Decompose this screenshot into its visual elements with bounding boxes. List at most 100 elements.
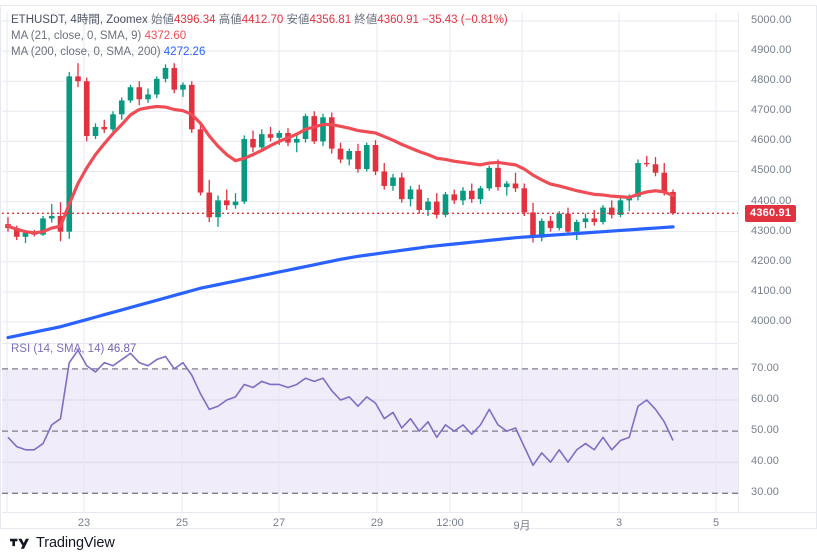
candle-body — [197, 129, 204, 193]
candle-body — [477, 188, 484, 200]
candle-body — [241, 138, 248, 202]
candle-body — [486, 167, 493, 189]
time-tick-label: 29 — [370, 517, 384, 529]
candle-body — [328, 117, 335, 149]
candle-body — [302, 116, 309, 139]
candle-body — [346, 151, 353, 160]
candle-body — [40, 218, 46, 235]
rsi-plot — [2, 344, 738, 512]
price-tick-label: 4700.00 — [751, 104, 792, 117]
rsi-pane[interactable] — [2, 344, 738, 512]
chart-panes: 4360.91 5000.00 4900.00 4800.00 4700.00 4600… — [2, 12, 817, 534]
candle-body — [460, 190, 466, 201]
tradingview-wordmark: TradingView — [36, 535, 115, 551]
price-pane[interactable] — [2, 12, 738, 343]
candle-body — [600, 207, 606, 223]
price-tick-label: 4400.00 — [751, 194, 792, 207]
price-tick-label: 4300.00 — [751, 224, 792, 237]
candle-body — [320, 117, 326, 142]
price-axis[interactable]: 4360.91 5000.00 4900.00 4800.00 4700.00 4600… — [738, 12, 817, 343]
candle-body — [136, 87, 143, 100]
ohlc-value: 4360.91 — [377, 14, 419, 26]
candle-body — [250, 138, 256, 148]
candle-body — [556, 213, 563, 229]
rsi-tick-label: 50.00 — [751, 424, 780, 437]
candle-body — [381, 171, 388, 186]
ohlc-key: 高値 — [215, 14, 242, 26]
symbol-ohlc-row[interactable]: ETHUSDT, 4時間, Zoomex 始値4396.34 高値4412.70… — [11, 13, 508, 28]
candle-body — [608, 207, 615, 215]
ohlc-item: 高値4412.70 — [216, 14, 284, 26]
ma-fast-label: MA (21, close, 0, SMA, 9) — [11, 30, 142, 42]
candle-body — [83, 81, 90, 136]
current-price-tag: 4360.91 — [745, 205, 797, 223]
candle-body — [538, 220, 545, 238]
candle-body — [643, 163, 650, 165]
rsi-tick-label: 70.00 — [751, 361, 780, 374]
candle-body — [530, 212, 536, 238]
ohlc-key: 終値 — [351, 14, 378, 26]
candle-body — [75, 76, 81, 82]
candle-body — [223, 200, 230, 206]
rsi-tick-label: 60.00 — [751, 393, 780, 405]
ma-slow-line — [6, 225, 675, 340]
candle-body — [215, 200, 221, 218]
candle-body — [670, 191, 676, 214]
ohlc-key: 安値 — [283, 14, 310, 26]
candle-body — [127, 87, 134, 101]
ma-slow-value: 4272.26 — [163, 46, 206, 58]
ma-fast-row[interactable]: MA (21, close, 0, SMA, 9) 4372.60 — [11, 29, 508, 44]
candle-body — [293, 138, 300, 143]
price-tick-label: 4500.00 — [751, 164, 792, 177]
rsi-label: RSI (14, SMA, 14) — [11, 343, 105, 355]
ma-slow-label: MA (200, close, 0, SMA, 200) — [11, 46, 161, 58]
candle-body — [311, 116, 318, 142]
price-tick-label: 4000.00 — [751, 314, 792, 327]
price-tick-label: 4600.00 — [751, 134, 792, 147]
tradingview-logo-icon — [10, 537, 29, 550]
price-tick-label: 4200.00 — [751, 254, 792, 267]
candle-body — [145, 94, 151, 100]
rsi-tick-label: 30.00 — [751, 486, 780, 499]
time-tick-label: 5 — [712, 517, 720, 529]
chart-frame: 4360.91 5000.00 4900.00 4800.00 4700.00 4600… — [0, 5, 817, 532]
candle-body — [661, 172, 668, 192]
candle-body — [22, 232, 29, 237]
candle-body — [433, 201, 440, 215]
rsi-axis[interactable]: 70.00 60.00 50.00 40.00 30.00 — [738, 344, 817, 512]
ohlc-value: 4412.70 — [241, 14, 284, 26]
candle-body — [110, 114, 116, 130]
candle-body — [206, 192, 213, 218]
candle-body — [101, 126, 108, 130]
time-tick-label: 9月 — [513, 520, 531, 532]
candle-body — [398, 177, 405, 200]
candle-body — [416, 189, 423, 210]
candle-body — [276, 132, 283, 138]
ma-fast-value: 4372.60 — [144, 30, 187, 42]
ohlc-value: 4356.81 — [309, 14, 352, 26]
candle-body — [547, 220, 554, 229]
candle-body — [652, 164, 659, 173]
candle-body — [565, 213, 571, 232]
candle-body — [188, 84, 195, 130]
candle-body — [495, 167, 501, 188]
candle-body — [153, 78, 160, 95]
candle-body — [92, 126, 99, 136]
candle-body — [372, 145, 379, 172]
rsi-pane-legend[interactable]: RSI (14, SMA, 14) 46.87 — [11, 343, 136, 355]
ma-slow-row[interactable]: MA (200, close, 0, SMA, 200) 4272.26 — [11, 45, 508, 60]
time-axis[interactable]: 23 25 27 29 12:00 9月 3 5 — [2, 512, 817, 536]
ma-fast-line — [6, 104, 675, 235]
candle-body — [13, 228, 20, 237]
change-value: −35.43 (−0.81%) — [422, 14, 508, 26]
rsi-value: 46.87 — [107, 343, 137, 355]
rsi-tick-label: 40.00 — [751, 455, 780, 468]
candle-body — [355, 151, 361, 170]
footer: TradingView — [10, 535, 115, 551]
candle-body — [521, 188, 528, 213]
candle-body — [582, 218, 589, 223]
ohlc-value: 4396.34 — [173, 14, 216, 26]
ohlc-item: 安値4356.81 — [283, 14, 352, 26]
candle-body — [267, 134, 274, 138]
